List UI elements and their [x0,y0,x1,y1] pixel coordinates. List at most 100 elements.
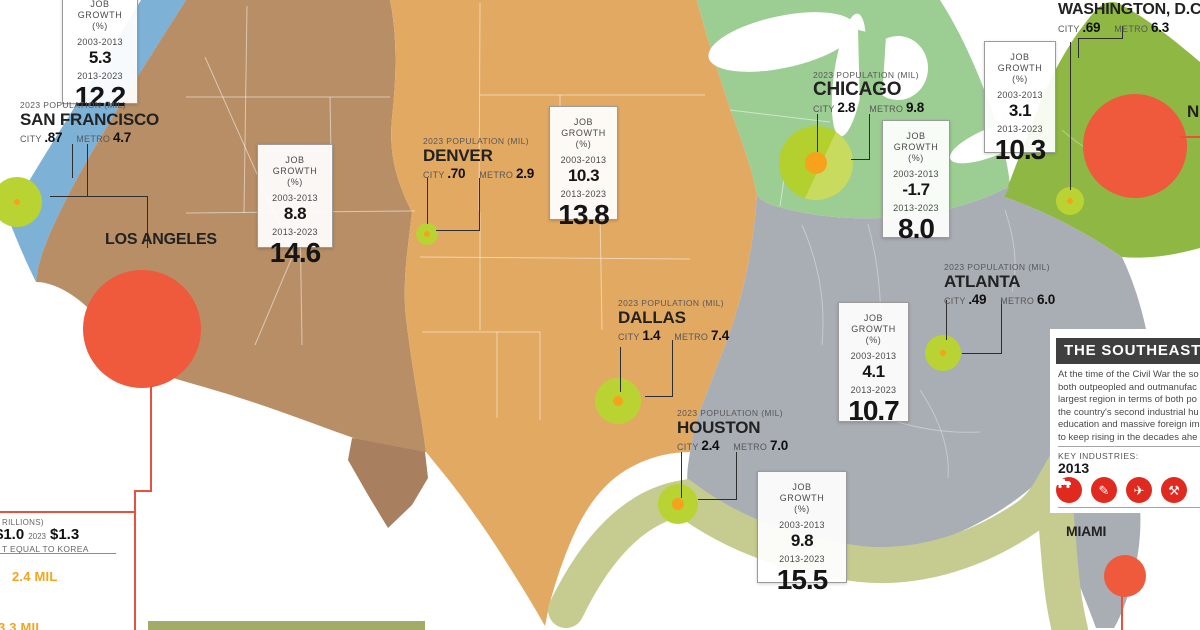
body-line: to keep rising in the decades ahe [1058,431,1198,443]
crossed-hammers-icon: ⚒ [1161,477,1187,503]
growth-value-2013-2023: 10.3 [994,134,1047,165]
metro-prefix: METRO [869,104,904,114]
growth-value-2003-2013: 10.3 [567,166,600,185]
growth-value-2013-2023: 15.5 [776,564,829,595]
metro-pop: 7.4 [711,328,729,343]
job-growth-box-san-francisco: JOB GROWTH (%) 2003-2013 5.3 2013-2023 1… [62,0,138,112]
body-line: largest region in terms of both po [1058,394,1197,405]
connector-line [50,196,148,197]
la-callout-line [150,386,152,491]
period-label: 2013-2023 [893,203,939,213]
period-label: 2003-2013 [850,351,897,361]
city-name: CHICAGO [813,79,902,100]
city-dot-denver [424,231,430,237]
gdp-values-row: $1.0 2023 $1.3 [0,526,79,543]
population-caption: 2023 POPULATION (MIL) [618,298,725,308]
connector-line [72,144,73,178]
city-label-houston: 2023 POPULATION (MIL) HOUSTON CITY 2.4 ME… [677,408,788,453]
city-prefix: CITY [618,332,640,342]
period-label: 2003-2013 [272,193,318,203]
period-label: 2013-2023 [272,227,318,237]
southeast-panel-body: At the time of the Civil War the so both… [1058,369,1200,444]
period-label: 2003-2013 [560,155,607,165]
connector-line [1078,38,1123,39]
city-pop: 2.8 [837,100,856,115]
period-label: 2003-2013 [77,37,123,47]
body-line: the country's second industrial hu [1058,406,1199,418]
divider [1058,507,1200,508]
gdp-2023-year: 2023 [28,532,46,541]
gdp-comparison-fragment: T EQUAL TO KOREA [2,544,89,554]
period-label: 2013-2023 [997,124,1043,134]
city-name: ATLANTA [944,272,1021,291]
metro-circle-los-angeles [83,270,201,388]
city-label-miami: MIAMI [1066,522,1106,541]
connector-line [1078,38,1079,58]
city-name: WASHINGTON, D.C. [1058,1,1200,18]
city-name: MIAMI [1066,523,1107,539]
job-growth-box-denver: JOB GROWTH (%) 2003-2013 10.3 2013-2023 … [549,106,618,230]
gdp-2013-value: $1.0 [0,526,25,543]
population-caption: 2023 POPULATION (MIL) [423,136,530,146]
population-caption: 2023 POPULATION (MIL) [677,408,784,418]
period-label: 2013-2023 [77,71,123,81]
city-prefix: CITY [813,104,835,114]
miami-callout-line [1121,596,1123,630]
connector-line [1070,42,1071,190]
population-caption: 2023 POPULATION (MIL) [944,262,1051,272]
growth-value-2013-2023: 14.6 [269,237,322,268]
growth-value-2003-2013: 5.3 [88,48,112,67]
city-dot-houston [672,498,684,510]
job-growth-title: JOB GROWTH (%) [851,313,896,345]
city-prefix: CITY [944,296,966,306]
divider [1058,446,1200,447]
body-line: both outpeopled and outmanufac [1058,381,1197,393]
growth-value-2003-2013: 4.1 [862,362,885,381]
job-growth-box-washington-dc: JOB GROWTH (%) 2003-2013 3.1 2013-2023 1… [984,41,1056,165]
plane-icon: ✈ [1126,477,1152,503]
growth-value-2013-2023: 13.8 [558,199,610,230]
connector-line [698,499,737,500]
job-growth-title: JOB GROWTH (%) [272,155,318,187]
southeast-panel-title: THE SOUTHEAST [1056,338,1200,364]
metro-prefix: METRO [1114,24,1149,34]
job-growth-title: JOB GROWTH (%) [561,117,606,149]
job-growth-title: JOB GROWTH (%) [893,131,939,163]
bottom-olive-bar [148,621,425,630]
la-stat-2: 3.3 MIL [0,620,44,630]
connector-line [479,178,480,231]
job-growth-title: JOB GROWTH (%) [77,0,123,31]
city-prefix: CITY [20,134,42,144]
city-name: HOUSTON [677,418,761,437]
key-industries-label: KEY INDUSTRIES: [1058,451,1139,461]
city-dot-atlanta [940,350,946,356]
growth-value-2013-2023: 10.7 [848,395,900,426]
lake-superior [708,12,856,72]
city-label-chicago: 2023 POPULATION (MIL) CHICAGO CITY 2.8 ME… [813,70,924,115]
growth-value-2013-2023: 12.2 [74,81,127,112]
key-industries-year: 2013 [1058,460,1090,476]
region-pacific-coast [8,0,186,282]
metro-pop: 9.8 [906,100,924,115]
growth-value-2003-2013: 3.1 [1008,101,1032,120]
metro-circle-miami [1104,555,1146,597]
period-label: 2003-2013 [779,520,825,530]
connector-line [869,114,870,160]
metro-prefix: METRO [674,332,709,342]
city-label-new-york-partial: N [1187,102,1200,121]
period-label: 2003-2013 [997,90,1043,100]
pen-icon: ✎ [1091,477,1117,503]
la-callout-line [134,490,152,492]
population-caption: 2023 POPULATION (MIL) [813,70,920,80]
city-label-atlanta: 2023 POPULATION (MIL) ATLANTA CITY .49 ME… [944,262,1055,307]
period-label: 2003-2013 [893,169,939,179]
lake-michigan [831,13,867,137]
connector-line [672,340,673,397]
body-line: At the time of the Civil War the so [1058,369,1199,380]
city-pop: 2.4 [701,438,720,453]
metro-pop: 2.9 [516,166,534,181]
job-growth-box-atlanta: JOB GROWTH (%) 2003-2013 4.1 2013-2023 1… [838,302,909,426]
metro-circle-new-york [1083,94,1187,198]
job-growth-title: JOB GROWTH (%) [997,52,1043,84]
